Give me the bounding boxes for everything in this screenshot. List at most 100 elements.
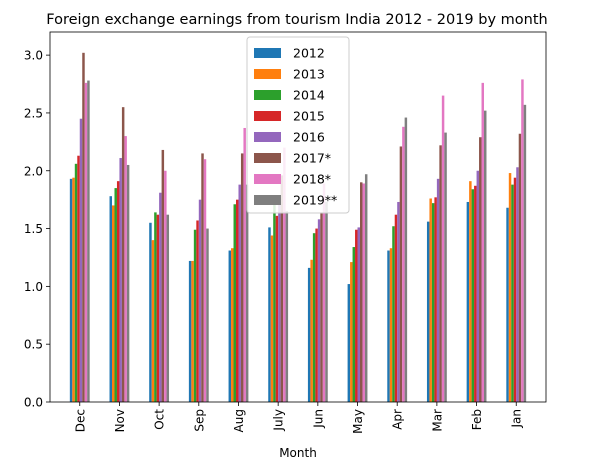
legend-swatch	[254, 153, 281, 163]
chart-title: Foreign exchange earnings from tourism I…	[46, 12, 547, 28]
bar-may-2013	[350, 262, 353, 402]
bar-oct-2012	[149, 222, 152, 402]
legend-swatch	[254, 69, 281, 79]
bar-jun-2016	[317, 219, 321, 402]
bar-may-2017	[360, 182, 363, 402]
bar-dec-2014	[74, 163, 78, 402]
x-tick-label-may: May	[351, 409, 365, 434]
bar-jun-2014	[312, 233, 316, 402]
bar-feb-2016	[476, 170, 480, 402]
bar-july-2018	[283, 147, 286, 403]
bar-oct-2017	[161, 149, 165, 402]
bar-feb-2018	[481, 82, 484, 403]
bar-apr-2013	[389, 248, 393, 402]
bar-feb-2012	[466, 201, 470, 402]
bar-dec-2015	[77, 155, 80, 402]
bar-mar-2013	[429, 198, 432, 402]
bar-jan-2018	[521, 79, 524, 402]
bar-oct-2015	[156, 214, 160, 402]
bar-feb-2015	[474, 185, 477, 402]
bar-apr-2015	[394, 214, 398, 402]
y-tick-label: 2.5	[24, 106, 43, 120]
bar-nov-2013	[112, 205, 115, 402]
bar-mar-2017	[439, 145, 442, 402]
legend-label: 2019**	[293, 193, 337, 208]
bar-sep-2014	[193, 229, 197, 402]
bars	[69, 52, 527, 403]
legend-label: 2015	[293, 109, 325, 124]
x-tick-label-nov: Nov	[113, 409, 127, 432]
bar-aug-2012	[228, 250, 232, 402]
bar-may-2018	[362, 183, 365, 402]
bar-feb-2019	[484, 110, 487, 403]
legend-swatch	[254, 48, 281, 58]
legend-swatch	[254, 111, 281, 121]
bar-may-2015	[355, 229, 358, 402]
bar-jan-2015	[513, 177, 517, 402]
bar-dec-2017	[82, 52, 85, 403]
y-tick-label: 1.5	[24, 222, 43, 236]
bar-sep-2017	[201, 153, 204, 402]
bar-jan-2019	[523, 104, 527, 402]
x-tick-label-oct: Oct	[153, 409, 167, 430]
bar-apr-2018	[402, 126, 405, 402]
bar-sep-2019	[206, 228, 209, 402]
x-tick-label-apr: Apr	[391, 409, 405, 430]
x-tick-label-july: July	[272, 409, 286, 432]
bar-aug-2018	[243, 127, 246, 402]
bar-nov-2017	[121, 107, 125, 402]
y-tick-label: 1.0	[24, 280, 43, 294]
x-tick-label-jun: Jun	[311, 409, 325, 429]
bar-sep-2012	[188, 260, 192, 402]
bar-mar-2016	[436, 178, 440, 402]
bar-july-2012	[268, 227, 271, 402]
bar-apr-2017	[399, 146, 403, 402]
bar-nov-2018	[124, 136, 127, 402]
bar-oct-2016	[159, 192, 162, 402]
bar-jun-2018	[322, 183, 326, 402]
bar-mar-2015	[434, 197, 437, 402]
bar-aug-2016	[238, 184, 241, 402]
bar-jun-2017	[320, 212, 323, 402]
x-tick-label-sep: Sep	[192, 409, 206, 432]
legend-label: 2018*	[293, 172, 331, 187]
bar-nov-2019	[126, 164, 130, 402]
x-axis-label: Month	[279, 446, 317, 460]
bar-oct-2019	[166, 214, 170, 402]
bar-dec-2013	[72, 177, 75, 402]
x-tick-label-aug: Aug	[232, 409, 246, 432]
x-tick-label-feb: Feb	[470, 409, 484, 430]
bar-aug-2017	[240, 153, 244, 402]
bar-dec-2019	[87, 80, 90, 402]
x-tick-label-dec: Dec	[73, 409, 87, 432]
bar-dec-2018	[84, 82, 88, 403]
bar-apr-2012	[387, 250, 390, 402]
bar-jan-2014	[511, 184, 514, 402]
bar-jan-2016	[516, 167, 519, 402]
bar-aug-2013	[231, 248, 234, 402]
bar-mar-2014	[431, 203, 435, 403]
bar-apr-2014	[392, 226, 395, 402]
bar-mar-2012	[426, 221, 430, 403]
bar-oct-2013	[151, 240, 155, 402]
plot-frame	[49, 31, 547, 403]
bar-jun-2015	[315, 228, 318, 402]
bar-mar-2018	[441, 95, 445, 402]
bar-apr-2019	[404, 117, 408, 402]
x-axis: Dec Nov Oct Sep Aug July Jun May Apr Mar Feb Jan	[73, 402, 524, 434]
x-tick-label-jan: Jan	[510, 409, 524, 429]
bar-july-2013	[270, 235, 274, 402]
y-tick-label: 2.0	[24, 164, 43, 178]
legend-swatch	[254, 132, 281, 142]
bar-july-2016	[278, 196, 281, 402]
y-tick-label: 0.0	[24, 396, 43, 410]
bar-july-2019	[285, 211, 289, 402]
bar-july-2014	[273, 204, 276, 402]
bar-oct-2018	[164, 170, 167, 402]
bar-nov-2016	[119, 158, 122, 402]
bar-aug-2014	[233, 204, 236, 402]
bar-feb-2014	[471, 189, 475, 402]
legend-label: 2016	[293, 130, 325, 145]
bar-apr-2016	[397, 201, 400, 402]
